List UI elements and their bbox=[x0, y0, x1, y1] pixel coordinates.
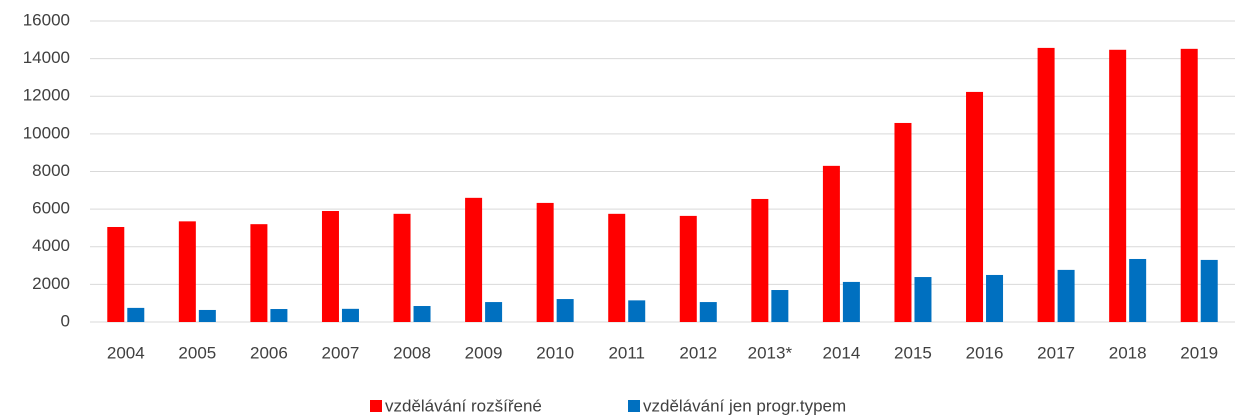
x-tick-label: 2010 bbox=[536, 343, 574, 362]
x-tick-label: 2007 bbox=[322, 343, 360, 362]
y-tick-label: 0 bbox=[61, 311, 70, 330]
x-tick-label: 2013* bbox=[748, 343, 793, 362]
x-tick-label: 2004 bbox=[107, 343, 145, 362]
x-tick-label: 2006 bbox=[250, 343, 288, 362]
legend-label: vzdělávání rozšířené bbox=[385, 396, 542, 415]
bar bbox=[699, 302, 717, 322]
bar bbox=[822, 165, 840, 322]
bar bbox=[1037, 47, 1055, 322]
bar bbox=[465, 197, 483, 322]
bar bbox=[966, 91, 984, 322]
bar bbox=[986, 274, 1004, 322]
bar bbox=[485, 302, 503, 322]
y-tick-label: 4000 bbox=[32, 236, 70, 255]
x-tick-label: 2019 bbox=[1180, 343, 1218, 362]
bar bbox=[914, 277, 932, 322]
bar bbox=[894, 122, 912, 323]
y-tick-label: 14000 bbox=[23, 48, 70, 67]
bar bbox=[198, 309, 216, 322]
y-tick-label: 12000 bbox=[23, 86, 70, 105]
bar bbox=[751, 198, 769, 322]
y-tick-label: 2000 bbox=[32, 274, 70, 293]
bar bbox=[1200, 259, 1218, 322]
x-tick-label: 2014 bbox=[822, 343, 860, 362]
x-tick-label: 2008 bbox=[393, 343, 431, 362]
x-tick-label: 2015 bbox=[894, 343, 932, 362]
bar bbox=[536, 202, 554, 322]
bar bbox=[608, 213, 626, 322]
y-tick-label: 8000 bbox=[32, 161, 70, 180]
bar bbox=[1180, 48, 1198, 322]
bar bbox=[1057, 269, 1075, 322]
bar bbox=[771, 290, 789, 322]
bar bbox=[321, 211, 339, 322]
bar bbox=[1109, 49, 1127, 323]
x-tick-label: 2012 bbox=[679, 343, 717, 362]
bar bbox=[393, 213, 411, 322]
y-tick-label: 16000 bbox=[23, 10, 70, 29]
bar bbox=[250, 224, 268, 322]
bar bbox=[413, 306, 431, 322]
x-tick-label: 2016 bbox=[966, 343, 1004, 362]
bar bbox=[270, 309, 288, 322]
bar bbox=[1129, 258, 1147, 322]
bar bbox=[107, 226, 125, 322]
legend-label: vzdělávání jen progr.typem bbox=[643, 396, 846, 415]
y-tick-label: 10000 bbox=[23, 123, 70, 142]
x-tick-label: 2011 bbox=[608, 343, 645, 362]
bar bbox=[178, 221, 196, 322]
legend-swatch bbox=[370, 400, 382, 412]
bar bbox=[679, 215, 697, 322]
x-tick-label: 2018 bbox=[1109, 343, 1147, 362]
x-tick-label: 2005 bbox=[178, 343, 216, 362]
bar bbox=[556, 299, 574, 322]
bar bbox=[842, 281, 860, 322]
y-tick-label: 6000 bbox=[32, 199, 70, 218]
legend-swatch bbox=[628, 400, 640, 412]
bar bbox=[127, 307, 145, 322]
x-tick-label: 2009 bbox=[465, 343, 503, 362]
bar bbox=[341, 308, 359, 322]
bar bbox=[628, 300, 646, 322]
x-tick-label: 2017 bbox=[1037, 343, 1075, 362]
